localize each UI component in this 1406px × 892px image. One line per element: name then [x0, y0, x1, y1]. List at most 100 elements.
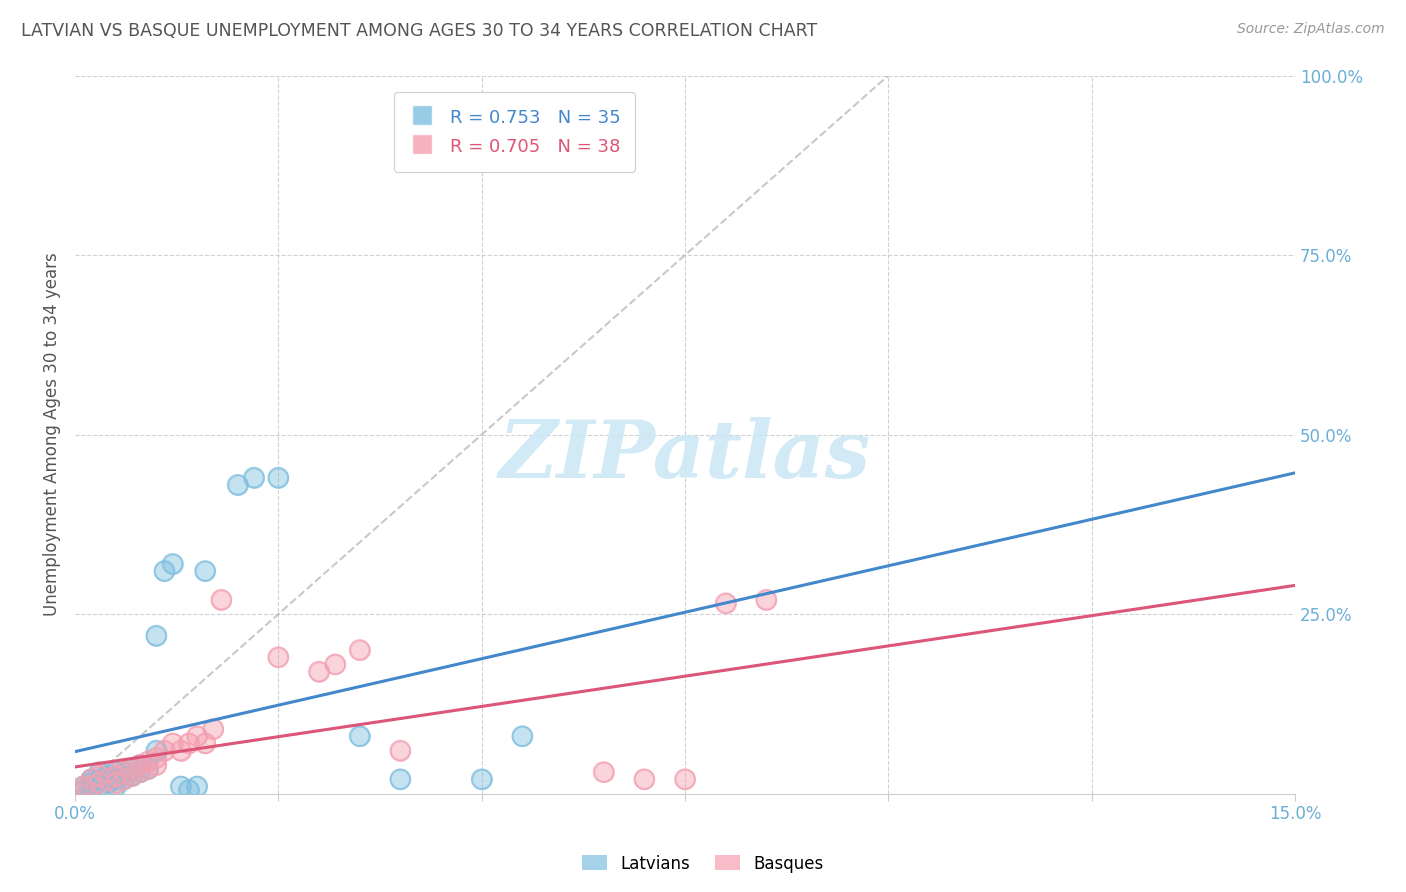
- Point: [80, 772, 103, 787]
- Point: [80, 772, 103, 787]
- Point: [89, 780, 111, 794]
- Point: [80, 780, 103, 794]
- Point: [72, 783, 94, 797]
- Point: [267, 471, 290, 485]
- Legend: R = 0.753   N = 35, R = 0.705   N = 38: R = 0.753 N = 35, R = 0.705 N = 38: [394, 92, 634, 172]
- Point: [186, 729, 208, 743]
- Point: [104, 769, 127, 783]
- Point: [104, 765, 127, 780]
- Point: [121, 769, 143, 783]
- Point: [112, 765, 135, 780]
- Point: [96, 772, 118, 787]
- Point: [267, 471, 290, 485]
- Y-axis label: Unemployment Among Ages 30 to 34 years: Unemployment Among Ages 30 to 34 years: [44, 252, 60, 616]
- Point: [104, 772, 127, 787]
- Point: [389, 743, 412, 757]
- Point: [349, 729, 371, 743]
- Point: [592, 765, 614, 780]
- Point: [136, 755, 159, 769]
- Point: [471, 772, 494, 787]
- Point: [349, 643, 371, 657]
- Point: [112, 772, 135, 787]
- Point: [129, 765, 152, 780]
- Point: [104, 772, 127, 787]
- Point: [145, 629, 167, 643]
- Point: [129, 765, 152, 780]
- Point: [153, 743, 176, 757]
- Point: [121, 762, 143, 776]
- Point: [72, 783, 94, 797]
- Point: [153, 564, 176, 578]
- Point: [80, 772, 103, 787]
- Point: [170, 780, 193, 794]
- Point: [170, 743, 193, 757]
- Point: [72, 780, 94, 794]
- Point: [308, 665, 330, 679]
- Point: [226, 478, 249, 492]
- Point: [512, 729, 534, 743]
- Point: [80, 776, 103, 790]
- Point: [80, 776, 103, 790]
- Point: [80, 780, 103, 794]
- Point: [104, 776, 127, 790]
- Point: [145, 743, 167, 757]
- Point: [389, 772, 412, 787]
- Point: [267, 650, 290, 665]
- Point: [194, 564, 217, 578]
- Point: [349, 729, 371, 743]
- Point: [104, 769, 127, 783]
- Point: [129, 758, 152, 772]
- Point: [129, 758, 152, 772]
- Point: [112, 772, 135, 787]
- Point: [112, 765, 135, 780]
- Point: [177, 783, 200, 797]
- Point: [121, 769, 143, 783]
- Point: [194, 564, 217, 578]
- Point: [592, 765, 614, 780]
- Point: [136, 755, 159, 769]
- Point: [89, 772, 111, 787]
- Point: [96, 776, 118, 790]
- Point: [89, 780, 111, 794]
- Text: LATVIAN VS BASQUE UNEMPLOYMENT AMONG AGES 30 TO 34 YEARS CORRELATION CHART: LATVIAN VS BASQUE UNEMPLOYMENT AMONG AGE…: [21, 22, 817, 40]
- Point: [129, 758, 152, 772]
- Point: [349, 643, 371, 657]
- Point: [177, 736, 200, 750]
- Point: [136, 762, 159, 776]
- Point: [209, 592, 232, 607]
- Point: [267, 650, 290, 665]
- Point: [89, 765, 111, 780]
- Point: [170, 780, 193, 794]
- Point: [72, 783, 94, 797]
- Point: [177, 783, 200, 797]
- Point: [145, 751, 167, 765]
- Point: [96, 776, 118, 790]
- Point: [112, 765, 135, 780]
- Point: [96, 765, 118, 780]
- Point: [89, 772, 111, 787]
- Point: [145, 758, 167, 772]
- Point: [96, 765, 118, 780]
- Point: [112, 772, 135, 787]
- Point: [89, 776, 111, 790]
- Point: [121, 762, 143, 776]
- Legend: Latvians, Basques: Latvians, Basques: [575, 848, 831, 880]
- Point: [389, 772, 412, 787]
- Point: [170, 743, 193, 757]
- Point: [633, 772, 655, 787]
- Point: [104, 776, 127, 790]
- Point: [186, 729, 208, 743]
- Point: [136, 762, 159, 776]
- Point: [89, 776, 111, 790]
- Point: [136, 762, 159, 776]
- Point: [243, 471, 266, 485]
- Point: [194, 736, 217, 750]
- Point: [162, 736, 184, 750]
- Point: [96, 772, 118, 787]
- Point: [209, 592, 232, 607]
- Point: [89, 765, 111, 780]
- Point: [389, 743, 412, 757]
- Point: [145, 743, 167, 757]
- Point: [112, 765, 135, 780]
- Point: [145, 629, 167, 643]
